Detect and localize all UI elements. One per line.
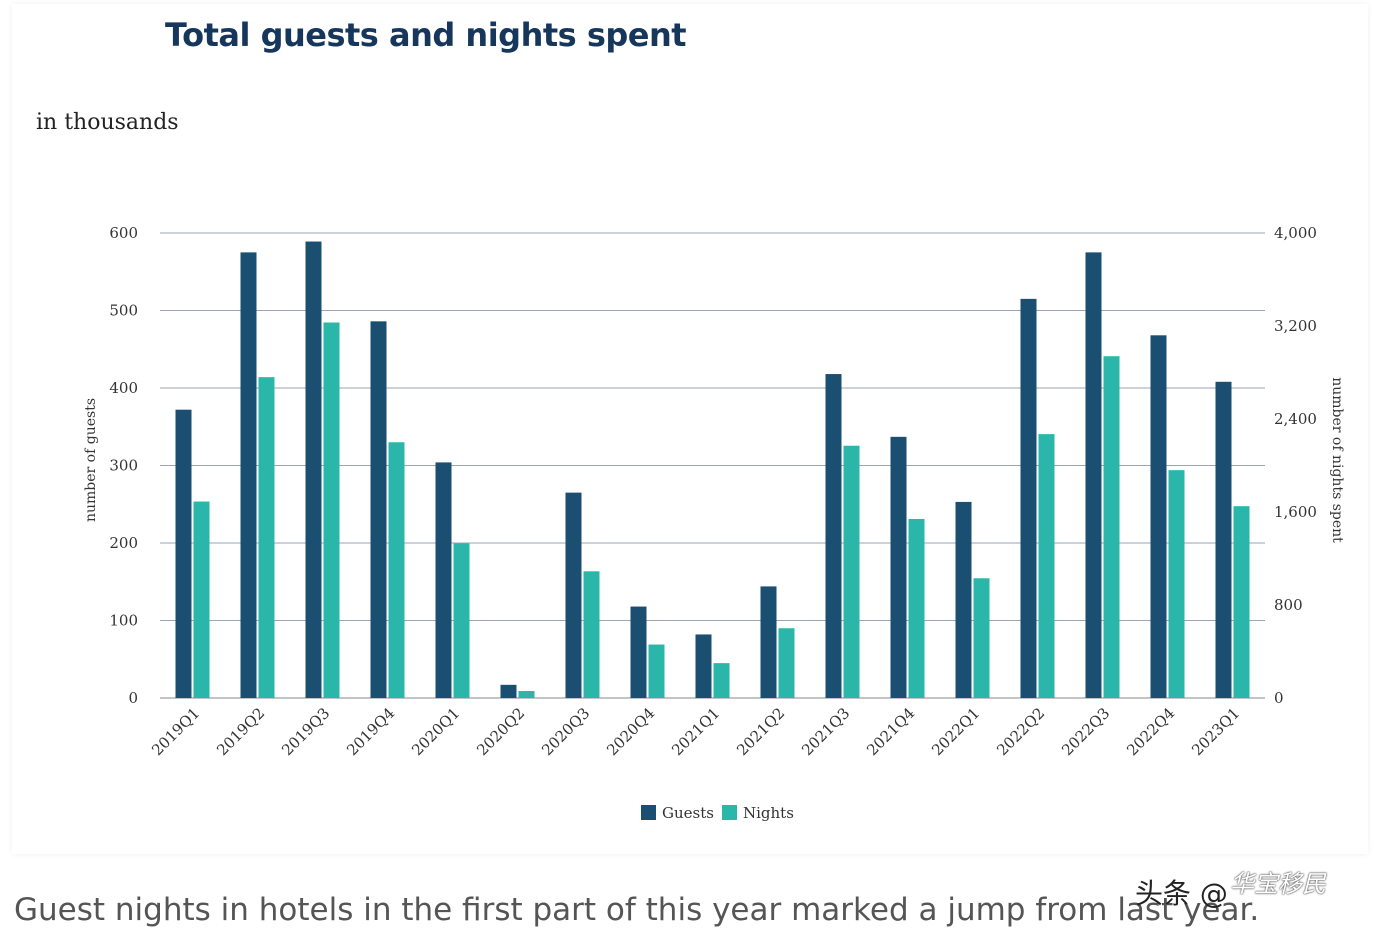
x-tick-label: 2020Q3 — [538, 704, 593, 759]
legend-swatch-nights — [722, 805, 737, 820]
bar-nights — [583, 571, 600, 698]
bar-nights — [1038, 434, 1055, 698]
legend-label-nights: Nights — [743, 804, 794, 822]
x-tick-label: 2022Q1 — [928, 704, 983, 759]
x-tick-label: 2021Q3 — [798, 704, 853, 759]
bar-nights — [843, 445, 860, 698]
x-axis-ticks: 2019Q1 2019Q2 2019Q3 2019Q4 2020Q1 2020Q2 2020… — [148, 704, 1243, 759]
bar-nights — [453, 543, 470, 698]
legend: Guests Nights — [641, 804, 794, 822]
grid-lines — [160, 232, 1265, 699]
x-tick-label: 2019Q4 — [343, 704, 398, 759]
bar-guests — [175, 409, 192, 698]
bar-guests — [565, 492, 582, 698]
left-tick-label: 400 — [109, 379, 138, 397]
x-tick-label: 2022Q2 — [993, 704, 1048, 759]
left-tick-label: 300 — [109, 457, 138, 475]
bar-guests — [955, 501, 972, 698]
x-tick-label: 2020Q2 — [473, 704, 528, 759]
bar-guests — [500, 684, 517, 698]
bar-guests — [370, 321, 387, 698]
left-axis-ticks: 0 100 200 300 400 500 600 — [109, 224, 138, 707]
x-tick-label: 2020Q1 — [408, 704, 463, 759]
left-tick-label: 100 — [109, 612, 138, 630]
bar-nights — [388, 442, 405, 698]
bars — [175, 241, 1250, 698]
bar-nights — [193, 501, 210, 698]
left-tick-label: 600 — [109, 224, 138, 242]
bar-nights — [648, 644, 665, 698]
bar-guests — [1085, 252, 1102, 698]
bar-nights — [1233, 506, 1250, 698]
x-tick-label: 2022Q3 — [1058, 704, 1113, 759]
bar-nights — [1103, 356, 1120, 698]
right-tick-label: 3,200 — [1274, 317, 1317, 335]
bar-nights — [258, 377, 275, 698]
bar-nights — [1168, 470, 1185, 698]
right-tick-label: 4,000 — [1274, 224, 1317, 242]
caption-text: Guest nights in hotels in the first part… — [14, 892, 1260, 928]
bar-nights — [323, 322, 340, 698]
x-tick-label: 2021Q1 — [668, 704, 723, 759]
bar-nights — [778, 628, 795, 698]
bar-guests — [1215, 381, 1232, 698]
x-tick-label: 2022Q4 — [1123, 704, 1178, 759]
right-tick-label: 1,600 — [1274, 503, 1317, 521]
right-tick-label: 2,400 — [1274, 410, 1317, 428]
bar-nights — [908, 518, 925, 698]
x-tick-label: 2019Q1 — [148, 704, 203, 759]
bar-guests — [435, 462, 452, 698]
legend-swatch-guests — [641, 805, 656, 820]
chart-subtitle: in thousands — [36, 110, 179, 135]
bar-guests — [1020, 298, 1037, 698]
bar-nights — [518, 691, 535, 698]
right-tick-label: 0 — [1274, 689, 1284, 707]
x-tick-label: 2019Q3 — [278, 704, 333, 759]
bar-guests — [240, 252, 257, 698]
bar-guests — [1150, 335, 1167, 698]
x-tick-label: 2019Q2 — [213, 704, 268, 759]
bar-guests — [305, 241, 322, 698]
x-tick-label: 2021Q4 — [863, 704, 918, 759]
x-tick-label: 2023Q1 — [1188, 704, 1243, 759]
bar-guests — [630, 606, 647, 698]
right-axis-label: number of nights spent — [1329, 377, 1345, 543]
legend-label-guests: Guests — [662, 804, 714, 822]
bar-guests — [825, 374, 842, 698]
bar-guests — [760, 586, 777, 698]
bar-guests — [695, 634, 712, 698]
watermark-text: 头条 @ — [1135, 877, 1228, 910]
bar-nights — [973, 578, 990, 698]
x-tick-label: 2021Q2 — [733, 704, 788, 759]
left-tick-label: 0 — [128, 689, 138, 707]
left-tick-label: 500 — [109, 302, 138, 320]
bar-guests — [890, 436, 907, 698]
x-tick-label: 2020Q4 — [603, 704, 658, 759]
bar-nights — [713, 663, 730, 698]
chart-title: Total guests and nights spent — [165, 16, 687, 54]
right-tick-label: 800 — [1274, 596, 1303, 614]
chart-card — [12, 4, 1368, 854]
right-axis-ticks: 0 800 1,600 2,400 3,200 4,000 — [1274, 224, 1317, 707]
bar-chart: 0 100 200 300 400 500 600 0 800 1,600 2,400 3,200 4… — [83, 224, 1345, 822]
watermark-logo: 华宝移民 — [1230, 870, 1326, 898]
left-axis-label: number of guests — [83, 398, 99, 522]
left-tick-label: 200 — [109, 534, 138, 552]
